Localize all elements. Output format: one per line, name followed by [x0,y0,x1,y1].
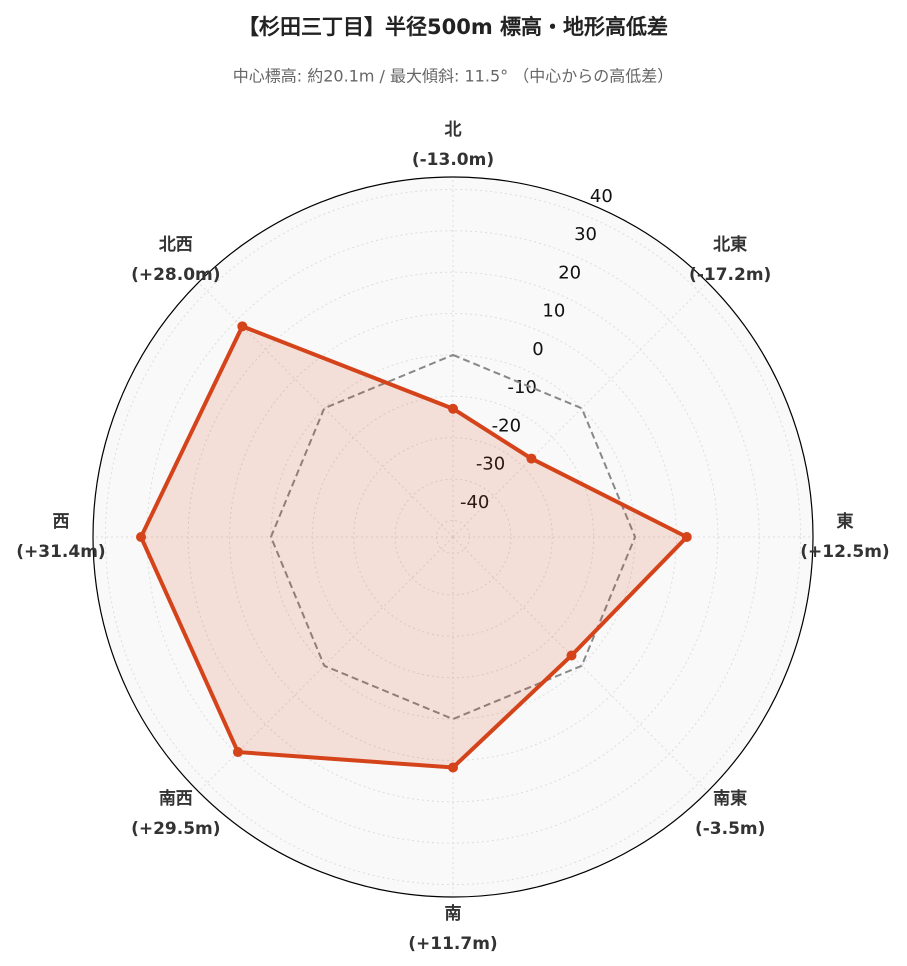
value-label: (-17.2m) [689,265,771,285]
value-label: (+31.4m) [16,542,105,562]
grid-circle [146,230,760,844]
spoke [452,282,708,538]
r-tick-label: -10 [507,377,536,398]
grid-circle [229,313,677,761]
value-label: (+28.0m) [131,265,220,285]
reference-line [269,353,637,721]
r-tick-label: 40 [590,186,613,207]
r-tick-label: 20 [558,262,581,283]
value-label: (-13.0m) [412,150,494,170]
category-label: 南東 [713,788,747,809]
spoke [452,536,708,792]
category-label: 西 [53,512,70,532]
grid-circle [104,188,802,886]
value-label: (+29.5m) [131,819,220,839]
chart-subtitle: 中心標高: 約20.1m / 最大傾斜: 11.5° （中心からの高低差） [233,67,673,86]
r-tick-label: -20 [492,415,521,436]
data-point [237,321,248,332]
r-tick-label: 10 [542,301,565,322]
value-label: (+12.5m) [800,542,889,562]
data-point [232,747,243,758]
data-point [448,403,458,414]
category-label: 東 [837,511,854,532]
data-point [136,532,146,542]
category-label: 北 [445,120,462,140]
grid-circle [435,519,471,555]
data-point [681,532,692,542]
data-point [566,650,577,661]
category-label: 南 [445,903,462,924]
chart-title: 【杉田三丁目】半径500m 標高・地形高低差 [238,15,668,39]
grid-circle [311,395,595,679]
category-label: 南西 [159,788,193,809]
category-label: 北東 [713,234,747,255]
category-label: 北西 [159,235,193,255]
r-tick-label: 0 [532,339,543,360]
r-tick-label: -30 [476,454,505,475]
data-point [448,762,458,773]
grid-circle [187,271,719,803]
value-label: (-3.5m) [695,819,765,839]
data-point [526,453,537,464]
grid-circle [394,478,512,596]
value-label: (+11.7m) [408,934,497,954]
r-tick-label: -40 [460,492,489,513]
r-tick-label: 30 [574,224,597,245]
grid-circle [353,437,553,637]
